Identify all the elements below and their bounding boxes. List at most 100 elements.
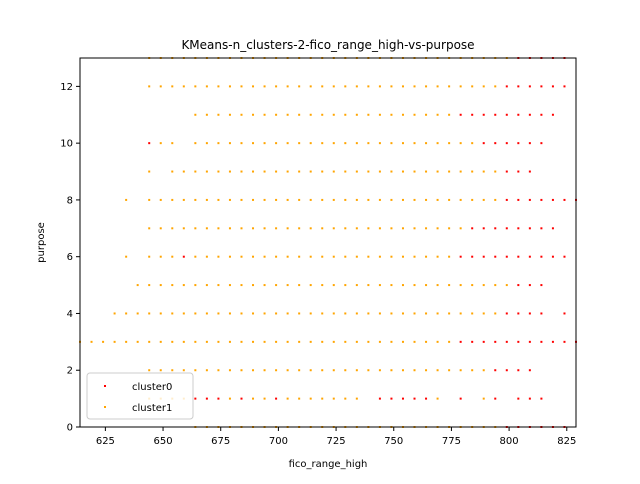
point-cluster1-133 xyxy=(425,312,428,315)
point-cluster1-48 xyxy=(205,369,208,372)
point-cluster1-39 xyxy=(344,397,347,400)
x-tick-label-650: 650 xyxy=(154,436,173,447)
point-cluster0-77 xyxy=(517,142,520,145)
point-cluster1-337 xyxy=(425,113,428,116)
point-cluster1-110 xyxy=(159,312,162,315)
point-cluster1-355 xyxy=(321,85,324,88)
point-cluster1-42 xyxy=(482,397,485,400)
point-cluster1-317 xyxy=(194,113,197,116)
point-cluster1-36 xyxy=(309,397,312,400)
point-cluster1-102 xyxy=(413,340,416,343)
point-cluster1-248 xyxy=(367,198,370,201)
point-cluster1-303 xyxy=(321,142,324,145)
point-cluster1-225 xyxy=(436,227,439,230)
point-cluster0-37 xyxy=(517,312,520,315)
point-cluster1-80 xyxy=(159,340,162,343)
point-cluster1-115 xyxy=(217,312,220,315)
point-cluster1-119 xyxy=(263,312,266,315)
point-cluster1-83 xyxy=(194,340,197,343)
point-cluster1-168 xyxy=(459,284,462,287)
point-cluster0-74 xyxy=(482,142,485,145)
point-cluster1-185 xyxy=(286,255,289,258)
point-cluster1-370 xyxy=(494,85,497,88)
point-cluster0-30 xyxy=(517,340,520,343)
chart-title: KMeans-n_clusters-2-fico_range_high-vs-p… xyxy=(181,38,474,52)
point-cluster0-47 xyxy=(482,255,485,258)
point-cluster1-312 xyxy=(425,142,428,145)
point-cluster0-11 xyxy=(378,397,381,400)
point-cluster1-212 xyxy=(286,227,289,230)
point-cluster1-324 xyxy=(275,113,278,116)
point-cluster0-26 xyxy=(471,340,474,343)
point-cluster1-145 xyxy=(194,284,197,287)
point-cluster1-227 xyxy=(459,227,462,230)
point-cluster1-219 xyxy=(367,227,370,230)
point-cluster1-299 xyxy=(275,142,278,145)
point-cluster0-17 xyxy=(494,397,497,400)
point-cluster1-91 xyxy=(286,340,289,343)
point-cluster1-300 xyxy=(286,142,289,145)
point-cluster1-75 xyxy=(102,340,105,343)
point-cluster1-180 xyxy=(228,255,231,258)
point-cluster1-107 xyxy=(125,312,128,315)
point-cluster0-88 xyxy=(551,113,554,116)
point-cluster1-188 xyxy=(321,255,324,258)
point-cluster1-361 xyxy=(390,85,393,88)
point-cluster0-62 xyxy=(551,227,554,230)
point-cluster1-112 xyxy=(182,312,185,315)
point-cluster1-220 xyxy=(378,227,381,230)
point-cluster1-327 xyxy=(309,113,312,116)
point-cluster1-287 xyxy=(471,170,474,173)
point-cluster1-305 xyxy=(344,142,347,145)
point-cluster1-265 xyxy=(217,170,220,173)
point-cluster0-85 xyxy=(517,113,520,116)
point-cluster1-79 xyxy=(148,340,151,343)
point-cluster1-235 xyxy=(217,198,220,201)
point-cluster1-228 xyxy=(125,198,128,201)
point-cluster1-271 xyxy=(286,170,289,173)
point-cluster1-320 xyxy=(228,113,231,116)
point-cluster0-12 xyxy=(390,397,393,400)
point-cluster1-171 xyxy=(494,284,497,287)
point-cluster1-364 xyxy=(425,85,428,88)
point-cluster1-172 xyxy=(505,284,508,287)
x-tick-label-725: 725 xyxy=(327,436,346,447)
point-cluster1-151 xyxy=(263,284,266,287)
point-cluster1-78 xyxy=(136,340,139,343)
point-cluster1-351 xyxy=(275,85,278,88)
point-cluster0-36 xyxy=(505,312,508,315)
point-cluster1-263 xyxy=(194,170,197,173)
point-cluster1-345 xyxy=(205,85,208,88)
point-cluster1-230 xyxy=(159,198,162,201)
point-cluster1-208 xyxy=(240,227,243,230)
point-cluster1-61 xyxy=(355,369,358,372)
point-cluster1-242 xyxy=(298,198,301,201)
point-cluster1-347 xyxy=(228,85,231,88)
point-cluster1-358 xyxy=(355,85,358,88)
point-cluster1-134 xyxy=(436,312,439,315)
point-cluster1-191 xyxy=(355,255,358,258)
point-cluster1-210 xyxy=(263,227,266,230)
point-cluster1-353 xyxy=(298,85,301,88)
point-cluster1-141 xyxy=(148,284,151,287)
point-cluster1-142 xyxy=(159,284,162,287)
point-cluster1-122 xyxy=(298,312,301,315)
y-tick-label-0: 0 xyxy=(67,423,73,434)
point-cluster1-113 xyxy=(194,312,197,315)
point-cluster1-318 xyxy=(205,113,208,116)
point-cluster1-147 xyxy=(217,284,220,287)
point-cluster1-181 xyxy=(240,255,243,258)
point-cluster0-87 xyxy=(540,113,543,116)
point-cluster1-92 xyxy=(298,340,301,343)
x-tick-label-800: 800 xyxy=(500,436,519,447)
point-cluster1-243 xyxy=(309,198,312,201)
point-cluster1-200 xyxy=(148,227,151,230)
point-cluster1-274 xyxy=(321,170,324,173)
point-cluster1-96 xyxy=(344,340,347,343)
point-cluster1-154 xyxy=(298,284,301,287)
point-cluster1-218 xyxy=(355,227,358,230)
point-cluster1-130 xyxy=(390,312,393,315)
point-cluster1-205 xyxy=(205,227,208,230)
point-cluster1-40 xyxy=(355,397,358,400)
point-cluster0-64 xyxy=(517,198,520,201)
